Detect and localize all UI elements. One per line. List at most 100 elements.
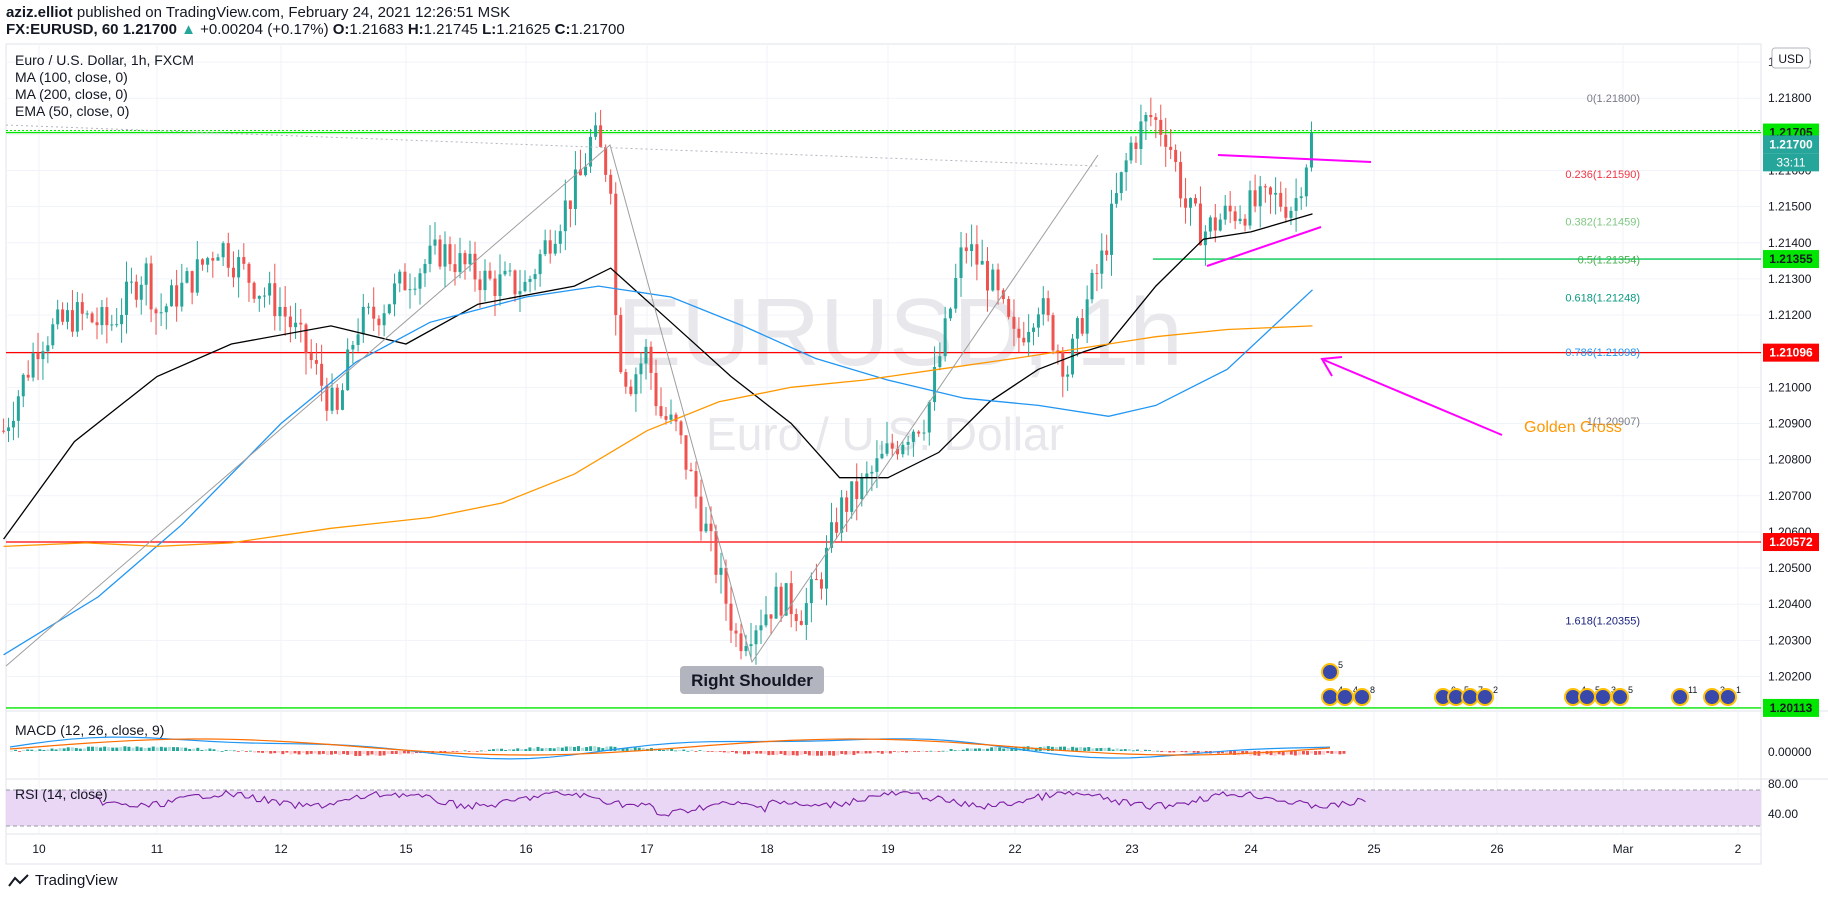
- currency-box[interactable]: [1771, 47, 1811, 69]
- candle-body: [61, 309, 65, 322]
- macd-histogram-bar: [479, 750, 483, 752]
- event-flag-icon[interactable]: [1336, 688, 1354, 706]
- macd-histogram-bar: [1083, 747, 1087, 751]
- event-flag-icon[interactable]: [1578, 688, 1596, 706]
- candle-body: [996, 269, 1000, 291]
- candle-body: [1169, 146, 1173, 150]
- macd-histogram-bar: [1079, 746, 1083, 751]
- macd-histogram-bar: [593, 746, 597, 751]
- macd-histogram-bar: [803, 751, 807, 755]
- candle-body: [144, 263, 148, 285]
- legend-rsi[interactable]: RSI (14, close): [15, 786, 108, 802]
- price-tag-box: [1763, 343, 1819, 362]
- author-name[interactable]: aziz.elliot: [6, 4, 73, 21]
- economic-events[interactable]: 5448657245351131: [1321, 660, 1741, 706]
- macd-histogram-bar: [228, 749, 232, 751]
- rsi-level-label: 40.00: [1768, 807, 1798, 821]
- event-flag-icon[interactable]: [1719, 688, 1737, 706]
- candle-body: [764, 614, 768, 626]
- up-arrow-icon: ▲: [181, 21, 196, 38]
- event-flag-icon[interactable]: [1703, 688, 1721, 706]
- time-axis[interactable]: 10 11 12 15 16 17 18 19 22 23 24 25 26 Mar 2: [32, 842, 1741, 856]
- macd-histogram-bar: [864, 751, 868, 754]
- candle-body: [129, 281, 133, 283]
- candle-body: [262, 295, 266, 297]
- event-flag-icon[interactable]: [1353, 688, 1371, 706]
- macd-histogram-bar: [483, 751, 487, 752]
- macd-histogram-bar: [192, 748, 196, 751]
- legend-ema50[interactable]: EMA (50, close, 0): [15, 103, 130, 119]
- time-tick-label: 24: [1244, 842, 1258, 856]
- macd-histogram-bar: [1058, 746, 1062, 751]
- candle-body: [553, 243, 557, 254]
- candle-body: [1174, 149, 1178, 163]
- macd-histogram-bar: [844, 751, 848, 755]
- tradingview-logo[interactable]: TradingView: [8, 872, 118, 889]
- candle-body: [513, 270, 517, 295]
- legend-ma100[interactable]: MA (100, close, 0): [15, 69, 128, 85]
- macd-histogram-bar: [799, 751, 803, 755]
- candle-body: [1233, 211, 1237, 222]
- macd-histogram-bar: [378, 751, 382, 756]
- candle-body: [840, 497, 844, 533]
- candle-body: [393, 283, 397, 305]
- event-flag-icon[interactable]: [1321, 688, 1339, 706]
- macd-histogram-bar: [10, 750, 13, 752]
- macd-histogram-bar: [718, 751, 722, 752]
- macd-histogram-bar: [722, 751, 726, 753]
- candle-body: [734, 630, 738, 634]
- macd-histogram-bar: [334, 751, 337, 754]
- macd-histogram-bar: [690, 749, 694, 751]
- macd-histogram-bar: [321, 751, 325, 754]
- candle-body: [922, 432, 926, 434]
- candle-body: [1051, 315, 1055, 351]
- legend-ma200[interactable]: MA (200, close, 0): [15, 86, 128, 102]
- event-flag-icon[interactable]: [1476, 688, 1494, 706]
- legend-title[interactable]: Euro / U.S. Dollar, 1h, FXCM: [15, 52, 194, 68]
- macd-histogram-bar: [852, 751, 856, 755]
- legend-macd[interactable]: MACD (12, 26, close, 9): [15, 722, 165, 738]
- macd-histogram-bar: [751, 751, 755, 754]
- event-flag-icon[interactable]: [1611, 688, 1629, 706]
- event-flag-icon[interactable]: [1671, 688, 1689, 706]
- candle-body: [538, 254, 542, 275]
- macd-histogram-bar: [30, 749, 34, 751]
- event-flag-icon[interactable]: [1461, 688, 1479, 706]
- candle-body: [1032, 327, 1036, 332]
- macd-histogram-bar: [532, 748, 536, 751]
- macd-histogram-bar: [1107, 747, 1111, 751]
- macd-histogram-bar: [78, 748, 82, 751]
- candle-body: [880, 453, 884, 459]
- macd-histogram-bar: [184, 747, 188, 751]
- macd-histogram-bar: [787, 751, 791, 756]
- macd-histogram-bar: [317, 751, 321, 755]
- macd-histogram-bar: [678, 750, 682, 752]
- candle-body: [51, 324, 55, 346]
- macd-histogram-bar: [1172, 751, 1176, 753]
- macd-histogram-bar: [91, 746, 94, 751]
- macd-histogram-bar: [1119, 749, 1123, 751]
- candle-body: [1159, 119, 1163, 135]
- candle-body: [367, 306, 370, 308]
- macd-histogram-bar: [261, 751, 265, 753]
- macd-histogram-bar: [163, 747, 167, 751]
- fib-retracement: 0(1.21800) 0.236(1.21590) 0.382(1.21459) 0.…: [1565, 93, 1640, 627]
- macd-histogram-bar: [459, 751, 463, 752]
- macd-histogram-bar: [265, 751, 269, 753]
- rsi-band: [6, 790, 1761, 826]
- event-flag-icon[interactable]: [1594, 688, 1612, 706]
- macd-histogram-bar: [807, 751, 811, 756]
- macd-histogram-bar: [1022, 746, 1026, 751]
- series-line: [3, 325, 1313, 548]
- macd-histogram-bar: [220, 750, 224, 752]
- macd-histogram-bar: [1087, 747, 1091, 751]
- macd-histogram-bar: [151, 746, 155, 751]
- event-flag-icon[interactable]: [1321, 663, 1339, 681]
- macd-histogram-bar: [953, 750, 957, 752]
- macd-histogram-bar: [1338, 751, 1342, 755]
- macd-histogram-bar: [605, 746, 609, 751]
- macd-histogram-bar: [706, 751, 710, 752]
- macd-histogram-bar: [585, 747, 589, 751]
- macd-histogram-bar: [496, 748, 499, 751]
